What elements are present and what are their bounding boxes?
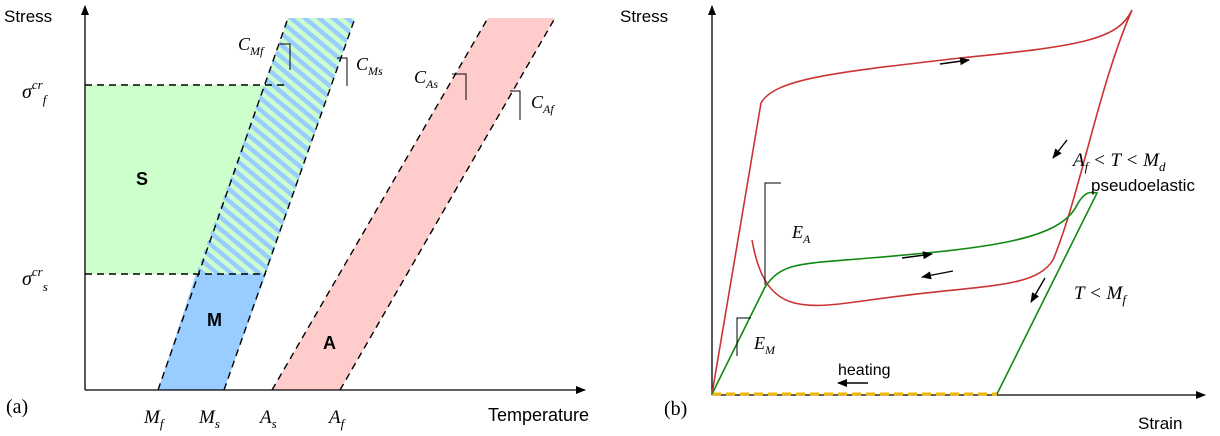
tick-as: As xyxy=(258,407,277,431)
low-temp-condition: T < Mf xyxy=(1074,283,1128,307)
region-s-label: S xyxy=(136,169,148,189)
region-m-fill xyxy=(158,274,266,390)
b-y-axis-title: Stress xyxy=(620,7,668,26)
mf-boundary xyxy=(157,17,289,391)
slope-cas-marker xyxy=(452,73,467,100)
loading-arrow-upper xyxy=(939,57,970,66)
ea-label: EA xyxy=(791,222,811,246)
tick-mf: Mf xyxy=(143,407,166,431)
a-y-axis-title: Stress xyxy=(4,7,52,26)
slope-cmf-marker xyxy=(280,43,291,70)
region-m-label: M xyxy=(207,310,222,330)
ea-slope-marker xyxy=(764,182,781,285)
slope-cms-label: CMs xyxy=(356,54,383,78)
slope-cas-label: CAs xyxy=(414,67,438,91)
pseudoelastic-label: pseudoelastic xyxy=(1091,176,1195,195)
pseudoelastic-curve xyxy=(711,9,1133,395)
sigma-f-label: σcrf xyxy=(22,77,49,107)
b-x-axis-title: Strain xyxy=(1138,414,1182,433)
loading-arrow-lower xyxy=(901,251,933,260)
unloading-arrow-upper xyxy=(921,270,954,280)
heating-label: heating xyxy=(838,362,891,379)
region-a-label: A xyxy=(323,333,336,353)
tick-ms: Ms xyxy=(198,407,220,431)
slope-cms-marker xyxy=(337,57,348,86)
pseudoelastic-condition: Af < T < Md xyxy=(1071,150,1166,174)
panel-b-label: (b) xyxy=(664,398,687,420)
slope-caf-marker xyxy=(510,90,521,120)
panel-a: Stress Temperature (a) S M A σcrf σcrs C… xyxy=(4,5,589,431)
unloading-arrow-green xyxy=(1030,277,1046,303)
em-slope-marker xyxy=(736,317,751,356)
slope-caf-label: CAf xyxy=(531,92,555,116)
em-label: EM xyxy=(753,333,776,357)
panel-b: Stress Strain (b) EA EM Af < T < Md pseu… xyxy=(620,5,1206,433)
slope-cmf-label: CMf xyxy=(238,34,265,58)
tick-af: Af xyxy=(327,407,347,431)
region-hatched-fill xyxy=(196,18,355,274)
panel-a-label: (a) xyxy=(6,396,28,418)
unloading-arrow-right xyxy=(1052,139,1068,159)
martensite-curve xyxy=(711,191,1099,395)
region-a-fill xyxy=(272,18,555,390)
a-x-axis-title: Temperature xyxy=(488,405,589,425)
sigma-s-label: σcrs xyxy=(22,264,48,294)
ms-boundary xyxy=(223,17,356,391)
region-s-fill xyxy=(85,85,288,274)
